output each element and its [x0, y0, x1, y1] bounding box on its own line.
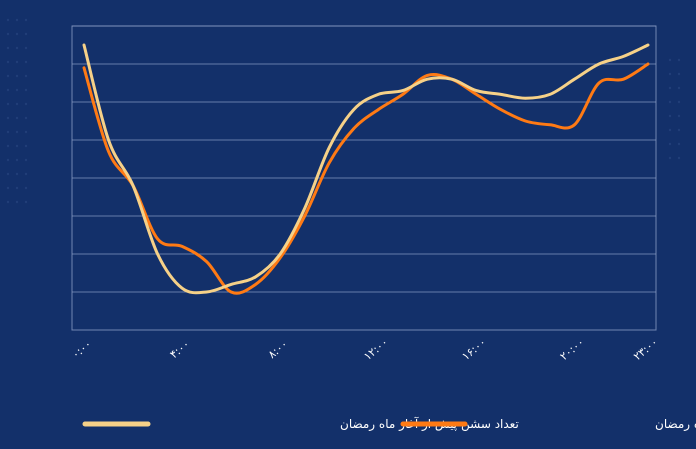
decor-dot	[6, 144, 10, 148]
decor-dot	[668, 156, 672, 160]
decor-dot	[677, 58, 681, 62]
decor-dot	[24, 172, 28, 176]
decor-dot	[6, 32, 10, 36]
decor-dot	[24, 60, 28, 64]
decor-dot	[6, 116, 10, 120]
decor-dot	[24, 144, 28, 148]
decor-dot	[668, 142, 672, 146]
decor-dot	[15, 46, 19, 50]
x-tick-label: ۰:۰۰	[69, 337, 94, 361]
decor-dot	[677, 100, 681, 104]
decor-dot	[24, 74, 28, 78]
decor-dot	[24, 18, 28, 22]
decor-dot	[15, 74, 19, 78]
decor-dot	[6, 130, 10, 134]
decor-dot	[24, 102, 28, 106]
decor-dot	[24, 116, 28, 120]
decor-dot	[6, 60, 10, 64]
x-tick-label: ۲۳:۰۰	[631, 336, 660, 364]
decor-dot	[15, 130, 19, 134]
decor-dot	[15, 18, 19, 22]
decor-dot	[15, 60, 19, 64]
plot-area-border	[71, 25, 657, 331]
decor-dot	[24, 158, 28, 162]
decor-dot	[15, 102, 19, 106]
decor-dot	[6, 186, 10, 190]
chart-gridlines	[72, 25, 656, 293]
decor-dot	[24, 32, 28, 36]
x-tick-label: ۴:۰۰	[167, 337, 192, 361]
decor-dot	[15, 172, 19, 176]
decor-dot	[677, 128, 681, 132]
decor-dot	[15, 144, 19, 148]
decor-dot	[15, 186, 19, 190]
series-line-2	[82, 62, 650, 295]
decor-dot	[24, 200, 28, 204]
decor-dot	[6, 172, 10, 176]
decor-dot	[6, 74, 10, 78]
decor-dot	[668, 114, 672, 118]
decor-dot	[24, 88, 28, 92]
decor-dot	[6, 18, 10, 22]
decor-dot	[677, 156, 681, 160]
chart-legend: تعداد سشن پیش از آغاز ماه رمضان تعداد سش…	[82, 416, 696, 432]
decor-dot	[677, 114, 681, 118]
x-tick-label: ۲۰:۰۰	[558, 336, 587, 364]
x-tick-label: ۸:۰۰	[266, 337, 291, 361]
decor-dot	[6, 88, 10, 92]
decor-dot	[668, 72, 672, 76]
background-dot-pattern	[6, 18, 681, 204]
decor-dot	[15, 32, 19, 36]
decor-dot	[677, 86, 681, 90]
decor-dot	[15, 88, 19, 92]
decor-dot	[6, 158, 10, 162]
legend-label-series-2: تعداد سشن پس از آغاز ماه رمضان	[655, 416, 696, 432]
x-tick-label: ۱۲:۰۰	[361, 336, 390, 364]
decor-dot	[6, 200, 10, 204]
decor-dot	[15, 116, 19, 120]
decor-dot	[6, 102, 10, 106]
decor-dot	[24, 186, 28, 190]
decor-dot	[24, 130, 28, 134]
plot-frame	[71, 25, 657, 331]
decor-dot	[677, 72, 681, 76]
decor-dot	[668, 86, 672, 90]
decor-dot	[15, 158, 19, 162]
x-axis-tick-labels: ۰:۰۰ ۴:۰۰ ۸:۰۰ ۱۲:۰۰ ۱۶:۰۰ ۲۰:۰۰ ۲۳:۰۰	[69, 336, 660, 364]
decor-dot	[24, 46, 28, 50]
decor-dot	[15, 200, 19, 204]
series-line-1	[82, 43, 650, 295]
series-lines	[82, 43, 650, 295]
x-tick-label: ۱۶:۰۰	[459, 336, 488, 364]
decor-dot	[6, 46, 10, 50]
decor-dot	[668, 128, 672, 132]
decor-dot	[668, 100, 672, 104]
decor-dot	[677, 142, 681, 146]
decor-dot	[668, 58, 672, 62]
